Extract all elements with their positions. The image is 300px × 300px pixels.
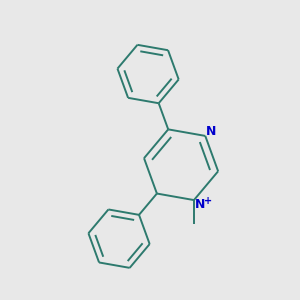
Text: +: + bbox=[204, 196, 212, 206]
Text: N: N bbox=[206, 125, 216, 139]
Text: N: N bbox=[195, 197, 206, 211]
